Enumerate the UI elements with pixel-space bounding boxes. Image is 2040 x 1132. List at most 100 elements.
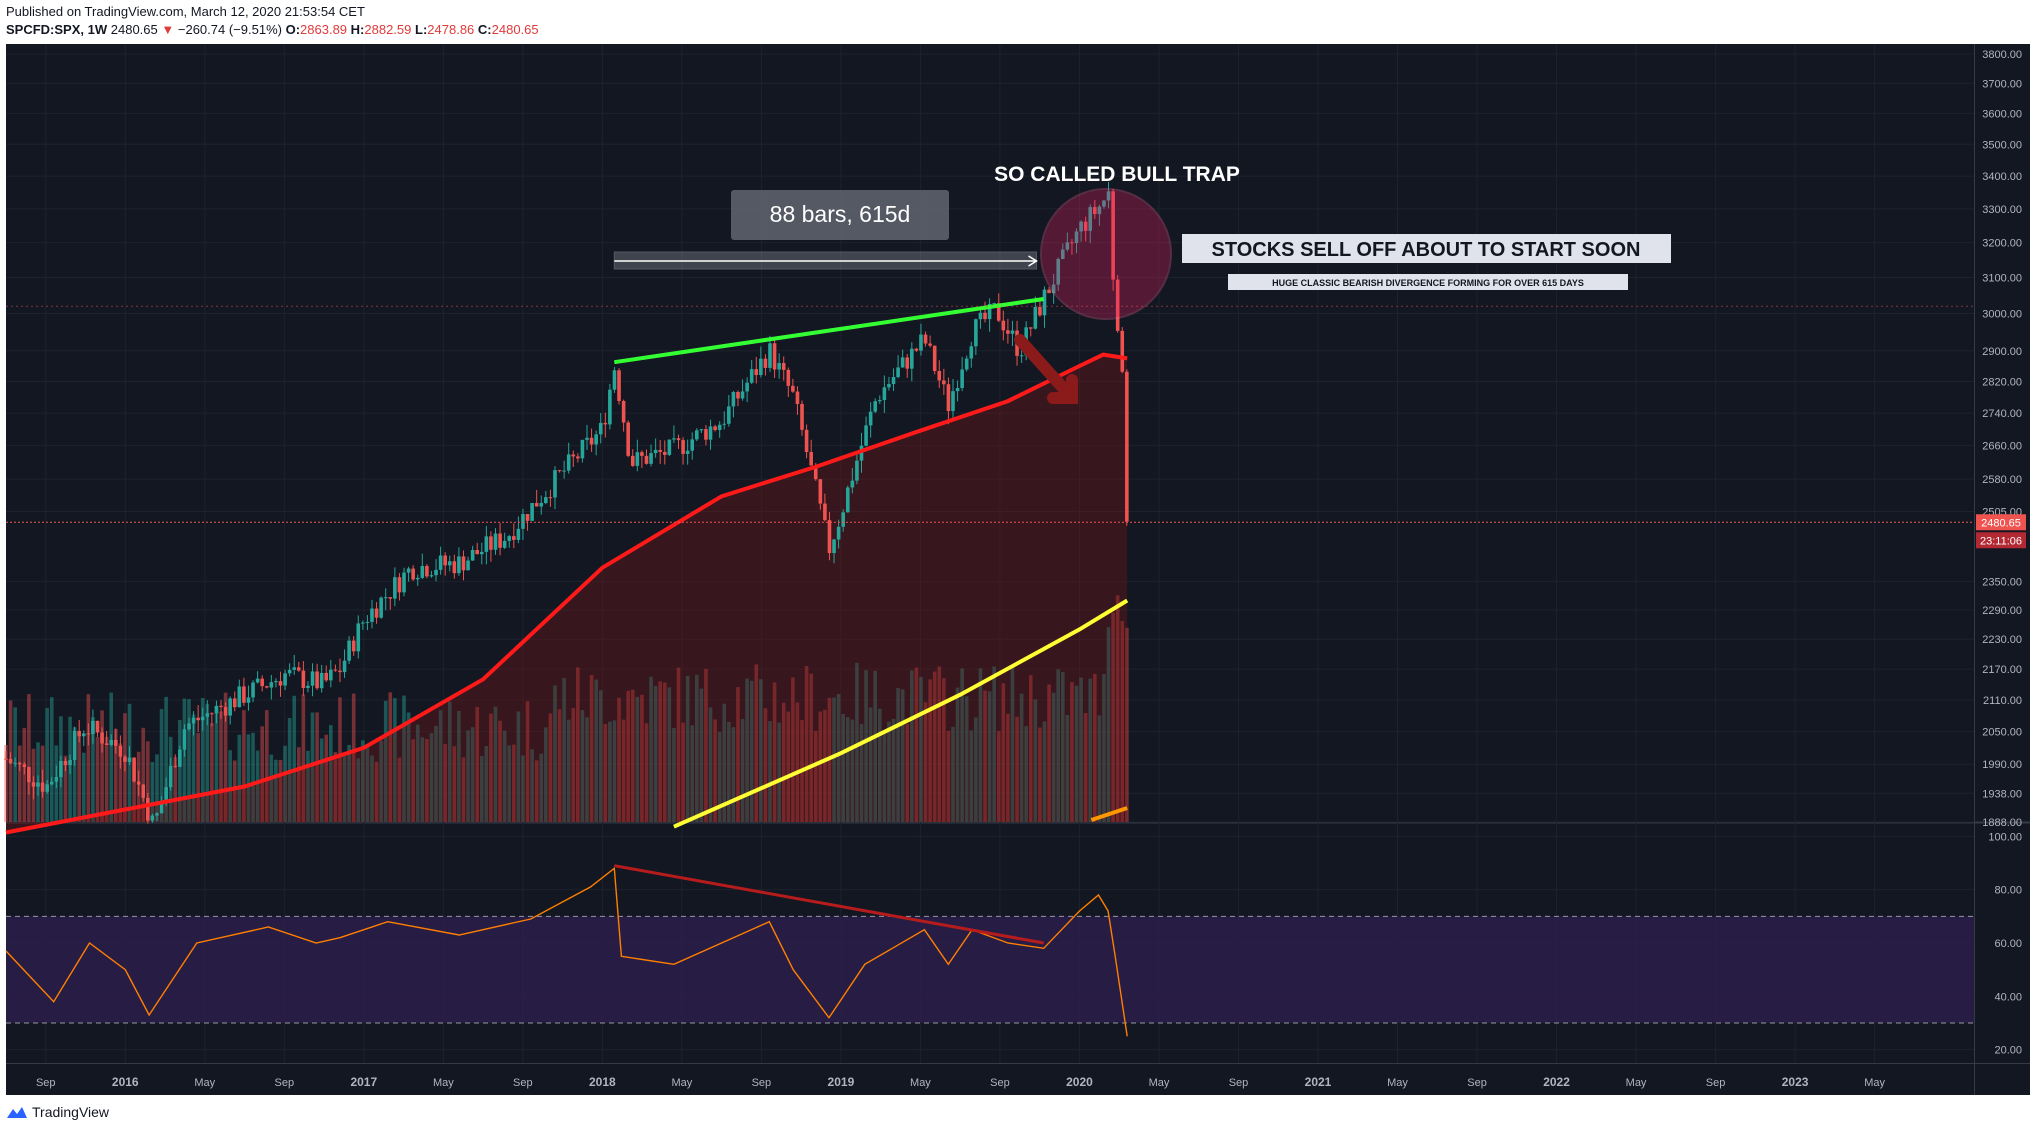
candle-body [823, 503, 827, 521]
candle-body [974, 319, 978, 347]
price-tick-label: 1888.00 [1982, 817, 2022, 829]
price-tick-label: 2050.00 [1982, 727, 2022, 739]
volume-bar [1102, 674, 1106, 822]
candle-body [374, 608, 379, 618]
close-label: C: [477, 22, 492, 37]
volume-bar [946, 730, 951, 822]
candle-body [672, 438, 676, 440]
candle-body [31, 782, 36, 787]
candle-body [347, 640, 351, 661]
sell-off-box [1182, 234, 1671, 263]
volume-bar [1097, 715, 1102, 822]
candle-body [1097, 206, 1102, 215]
volume-bar [210, 723, 214, 822]
candle-body [411, 568, 415, 580]
volume-bar [502, 730, 507, 822]
volume-bar [649, 676, 653, 822]
candle-body [470, 549, 475, 561]
volume-bar [278, 759, 283, 822]
volume-bar [987, 691, 992, 822]
price-tick-label: 3200.00 [1982, 238, 2022, 250]
price-tick-label: 2660.00 [1982, 441, 2022, 453]
volume-bar [296, 747, 301, 822]
candle-body [662, 451, 667, 455]
candle-body [754, 369, 759, 376]
candle-body [72, 730, 77, 761]
volume-bar [420, 737, 425, 822]
price-tick-label: 2110.00 [1983, 695, 2022, 707]
time-tick-label: May [1864, 1077, 1885, 1089]
candle-body [1115, 279, 1120, 331]
volume-bar [269, 754, 274, 822]
volume-bar [836, 693, 841, 822]
candle-body [996, 303, 1001, 321]
candle-body [27, 767, 31, 783]
volume-bar [873, 670, 878, 822]
volume-bar [507, 745, 512, 822]
volume-bar [1006, 713, 1010, 822]
candle-body [242, 686, 246, 703]
drawings[interactable]: 88 bars, 615d SO CALLED BULL TRAP STOCKS S… [6, 163, 1974, 945]
candle-body [768, 343, 772, 368]
volume-bar [493, 706, 498, 822]
volume-bar [727, 721, 731, 822]
candle-body [946, 384, 951, 412]
bull-trap-label: SO CALLED BULL TRAP [994, 163, 1240, 186]
volume-bar [745, 678, 749, 822]
candle-body [1125, 371, 1129, 522]
volume-bar [955, 687, 960, 822]
time-tick-label: Sep [1706, 1077, 1726, 1089]
candle-body [475, 549, 480, 555]
volume-bar [534, 760, 539, 822]
chart-canvas[interactable]: 88 bars, 615d SO CALLED BULL TRAP STOCKS S… [0, 0, 2040, 1100]
volume-bar [571, 708, 576, 822]
volume-bar [877, 708, 882, 822]
volume-bar [1120, 620, 1125, 822]
volume-bar [329, 725, 333, 822]
volume-bar [17, 745, 22, 822]
candle-body [649, 453, 653, 464]
candle-body [59, 761, 63, 778]
candle-body [608, 389, 612, 425]
volume-bar [708, 707, 713, 822]
volume-bar [635, 696, 640, 822]
candle-body [987, 303, 992, 320]
volume-bar [882, 731, 887, 822]
volume-bar [1115, 595, 1120, 822]
candle-body [228, 698, 232, 716]
time-tick-label: May [1626, 1077, 1647, 1089]
high-label: H: [350, 22, 365, 37]
volume-bar [576, 667, 580, 822]
candle-body [1079, 221, 1083, 232]
measure-label: 88 bars, 615d [770, 201, 911, 227]
volume-bar [351, 693, 356, 822]
candle-body [36, 782, 40, 787]
volume-bar [850, 719, 855, 822]
volume-bar [1015, 716, 1019, 822]
price-tick-label: 2230.00 [1982, 634, 2022, 646]
volume-bar [402, 695, 406, 822]
candle-body [104, 743, 109, 745]
last-price-badge-label: 2480.65 [1981, 517, 2021, 529]
bull-trap-circle [1040, 188, 1172, 320]
candle-body [868, 411, 873, 426]
volume-bar [923, 702, 928, 822]
candle-body [1102, 200, 1106, 207]
volume-bar [1024, 726, 1028, 822]
candle-body [795, 391, 800, 404]
volume-bar [566, 719, 571, 822]
rsi-tick-label: 80.00 [1994, 885, 2022, 897]
candle-body [777, 363, 781, 370]
volume-bar [191, 714, 196, 822]
candle-body [722, 423, 727, 425]
volume-bar [1047, 684, 1051, 822]
footer-brand[interactable]: TradingView [6, 1104, 109, 1120]
candle-body [621, 401, 626, 423]
time-tick-label: 2018 [589, 1075, 616, 1089]
volume-bar [104, 736, 109, 822]
volume-bar [695, 674, 699, 822]
candle-body [306, 685, 310, 688]
low-label: L: [415, 22, 428, 37]
volume-bar [1010, 664, 1015, 822]
volume-bar [580, 709, 585, 822]
